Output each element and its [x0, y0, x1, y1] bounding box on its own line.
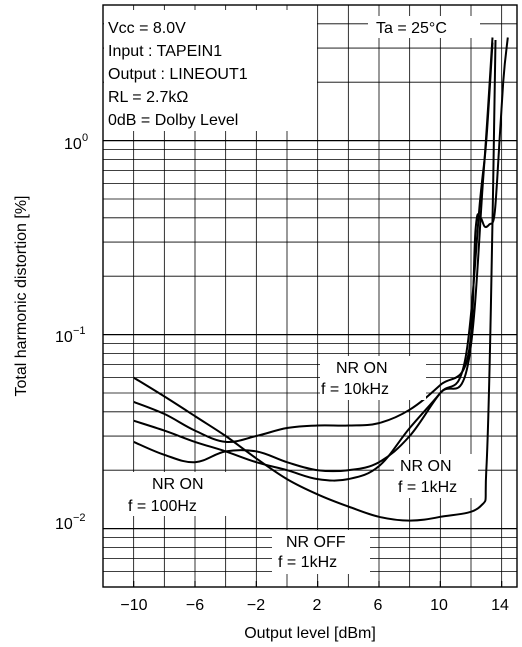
x-tick: 14 — [491, 597, 509, 614]
y-tick-base: 10 — [55, 329, 73, 346]
y-tick-1e-2: 10 −2 — [55, 512, 86, 533]
curve-label-nr-on-10khz-l1: NR ON — [336, 360, 388, 377]
x-tick: 10 — [430, 597, 448, 614]
curves — [133, 37, 509, 522]
x-axis-title: Output level [dBm] — [244, 625, 376, 642]
condition-vcc: Vcc = 8.0V — [108, 20, 186, 37]
y-tick-exp: −1 — [73, 325, 86, 337]
conditions-block: Vcc = 8.0V Input : TAPEIN1 Output : LINE… — [108, 20, 248, 129]
series-line-3 — [133, 39, 497, 522]
y-tick-exp: 0 — [82, 132, 88, 144]
condition-reference: 0dB = Dolby Level — [108, 112, 238, 129]
curve-label-nr-on-1khz-l2: f = 1kHz — [398, 479, 457, 496]
series-line-1 — [133, 42, 494, 482]
y-axis-title: Total harmonic distortion [%] — [13, 196, 30, 397]
y-tick-1e-1: 10 −1 — [55, 325, 86, 346]
y-tick-exp: −2 — [73, 512, 86, 524]
x-tick-labels: −10 −6 −2 2 6 10 14 — [120, 597, 509, 614]
label-bg-100hz — [126, 472, 244, 516]
label-bg-nr-off — [272, 530, 370, 574]
x-tick: −6 — [186, 597, 204, 614]
curve-label-nr-on-10khz-l2: f = 10kHz — [321, 381, 389, 398]
curve-label-nr-on-100hz-l2: f = 100Hz — [128, 498, 197, 515]
plot-frame — [102, 4, 518, 588]
x-tick: 6 — [374, 597, 383, 614]
condition-input: Input : TAPEIN1 — [108, 43, 222, 60]
x-tick: −10 — [120, 597, 147, 614]
curve-label-nr-off-1khz-l2: f = 1kHz — [278, 554, 337, 571]
curve-label-nr-on-1khz-l1: NR ON — [400, 458, 452, 475]
x-tick: −2 — [247, 597, 265, 614]
y-tick-1e0: 10 0 — [64, 132, 88, 153]
ambient-label: Ta = 25°C — [376, 20, 447, 37]
condition-output: Output : LINEOUT1 — [108, 66, 248, 83]
condition-load: RL = 2.7kΩ — [108, 89, 188, 106]
y-tick-base: 10 — [55, 516, 73, 533]
x-tick: 2 — [313, 597, 322, 614]
conditions-box-bg — [104, 10, 317, 131]
y-tick-base: 10 — [64, 136, 82, 153]
ambient-bg — [368, 16, 480, 38]
curve-label-nr-off-1khz-l1: NR OFF — [286, 534, 346, 551]
series-line-2 — [133, 37, 494, 473]
label-bg-1khz — [394, 454, 478, 498]
curve-label-nr-on-100hz-l1: NR ON — [152, 476, 204, 493]
label-bg-10khz — [320, 356, 426, 400]
